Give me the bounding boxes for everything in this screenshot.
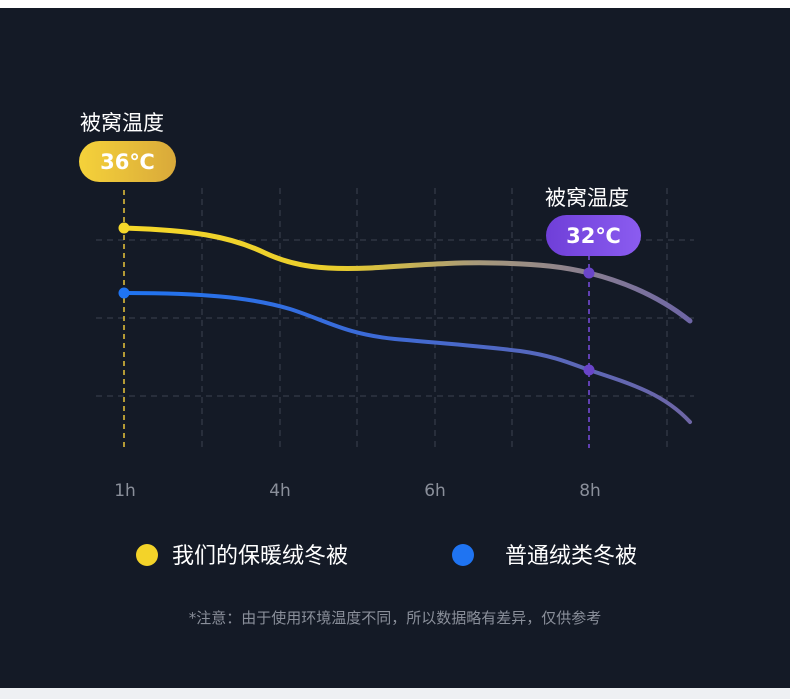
series-line-ordinary xyxy=(122,291,692,424)
chart-panel xyxy=(0,8,790,688)
series-line-ours xyxy=(121,225,693,324)
callout-badge-8h xyxy=(546,215,641,256)
legend-label-ordinary: 普通绒类冬被 xyxy=(505,544,637,569)
callout-badge-1h xyxy=(79,141,176,182)
legend-dot-ordinary xyxy=(452,544,474,566)
legend-label-ours: 我们的保暖绒冬被 xyxy=(172,544,348,569)
callout-label-1h: 被窝温度 xyxy=(80,111,164,135)
callout-value-8h: 32℃ xyxy=(566,224,621,248)
data-point-ordinary-1h xyxy=(118,287,130,299)
data-point-ours-1h xyxy=(118,222,130,234)
legend-dot-ours xyxy=(136,544,158,566)
x-tick-label: 4h xyxy=(269,481,291,501)
x-tick-label: 8h xyxy=(579,481,601,501)
callout-label-8h: 被窝温度 xyxy=(545,186,629,210)
data-point-ours-8h xyxy=(583,267,595,279)
data-point-ordinary-8h xyxy=(583,364,595,376)
x-tick-label: 1h xyxy=(114,481,136,501)
footnote: *注意：由于使用环境温度不同，所以数据略有差异，仅供参考 xyxy=(189,609,602,627)
x-tick-label: 6h xyxy=(424,481,446,501)
page-bottom-strip xyxy=(0,688,790,699)
callout-value-1h: 36℃ xyxy=(100,150,155,174)
